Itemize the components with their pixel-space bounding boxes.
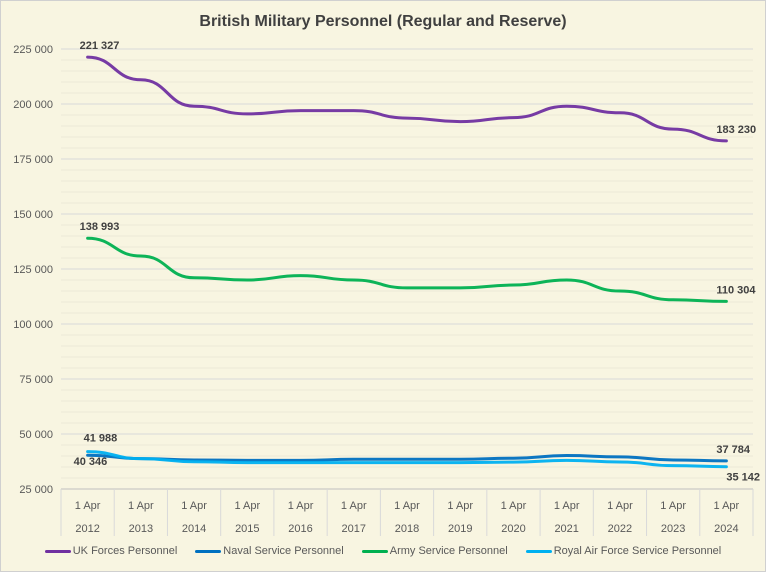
y-tick-label: 125 000 [13,264,53,276]
y-tick-label: 100 000 [13,319,53,331]
x-tick-label: 1 Apr [341,500,367,512]
x-tick-label: 1 Apr [501,500,527,512]
data-label: 221 327 [80,40,120,52]
legend-item: Naval Service Personnel [195,545,344,557]
y-tick-label: 75 000 [19,374,53,386]
legend-item: Royal Air Force Service Personnel [525,545,722,557]
legend-label: Army Service Personnel [389,545,508,557]
x-tick-label: 2015 [235,523,259,535]
x-tick-label: 2014 [182,523,206,535]
x-tick-label: 2020 [501,523,525,535]
series-line-army-service-personnel [86,236,728,303]
data-label: 110 304 [716,284,756,296]
data-label: 35 142 [726,472,760,484]
legend-label: Royal Air Force Service Personnel [553,545,722,557]
series-line-uk-forces-personnel [86,55,728,143]
data-label: 40 346 [74,456,108,468]
legend-item: UK Forces Personnel [44,545,178,557]
x-tick-label: 2016 [288,523,312,535]
series-line-royal-air-force-service-personnel [86,450,728,469]
x-tick-label: 1 Apr [128,500,154,512]
x-tick-label: 2019 [448,523,472,535]
data-label: 37 784 [716,444,751,456]
series-line-naval-service-personnel [86,453,728,463]
x-tick-label: 2013 [129,523,153,535]
x-tick-label: 2024 [714,523,738,535]
x-tick-label: 1 Apr [554,500,580,512]
x-tick-label: 2023 [661,523,685,535]
x-tick-label: 2022 [608,523,632,535]
x-tick-label: 1 Apr [607,500,633,512]
data-label: 138 993 [80,221,120,233]
legend-label: Naval Service Personnel [223,545,344,557]
x-tick-label: 1 Apr [288,500,314,512]
legend-swatch [361,549,388,553]
y-tick-label: 25 000 [19,484,53,496]
x-tick-label: 2021 [554,523,578,535]
legend-item: Army Service Personnel [361,545,508,557]
x-tick-label: 2017 [342,523,366,535]
legend: UK Forces Personnel Naval Service Personn… [1,545,765,557]
y-tick-label: 175 000 [13,154,53,166]
chart-title: British Military Personnel (Regular and … [199,13,567,30]
data-label: 41 988 [84,433,118,445]
x-tick-label: 2018 [395,523,419,535]
x-tick-label: 1 Apr [660,500,686,512]
legend-swatch [195,549,222,553]
x-tick-label: 1 Apr [714,500,740,512]
y-tick-label: 225 000 [13,44,53,56]
y-tick-label: 50 000 [19,429,53,441]
legend-swatch [525,549,552,553]
x-tick-label: 1 Apr [447,500,473,512]
x-tick-label: 1 Apr [181,500,207,512]
legend-label: UK Forces Personnel [72,545,178,557]
data-label: 183 230 [716,124,756,136]
y-tick-label: 150 000 [13,209,53,221]
x-tick-label: 1 Apr [234,500,260,512]
x-tick-label: 1 Apr [394,500,420,512]
legend-swatch [44,549,71,553]
y-tick-label: 200 000 [13,99,53,111]
x-tick-label: 2012 [75,523,99,535]
x-tick-label: 1 Apr [75,500,101,512]
